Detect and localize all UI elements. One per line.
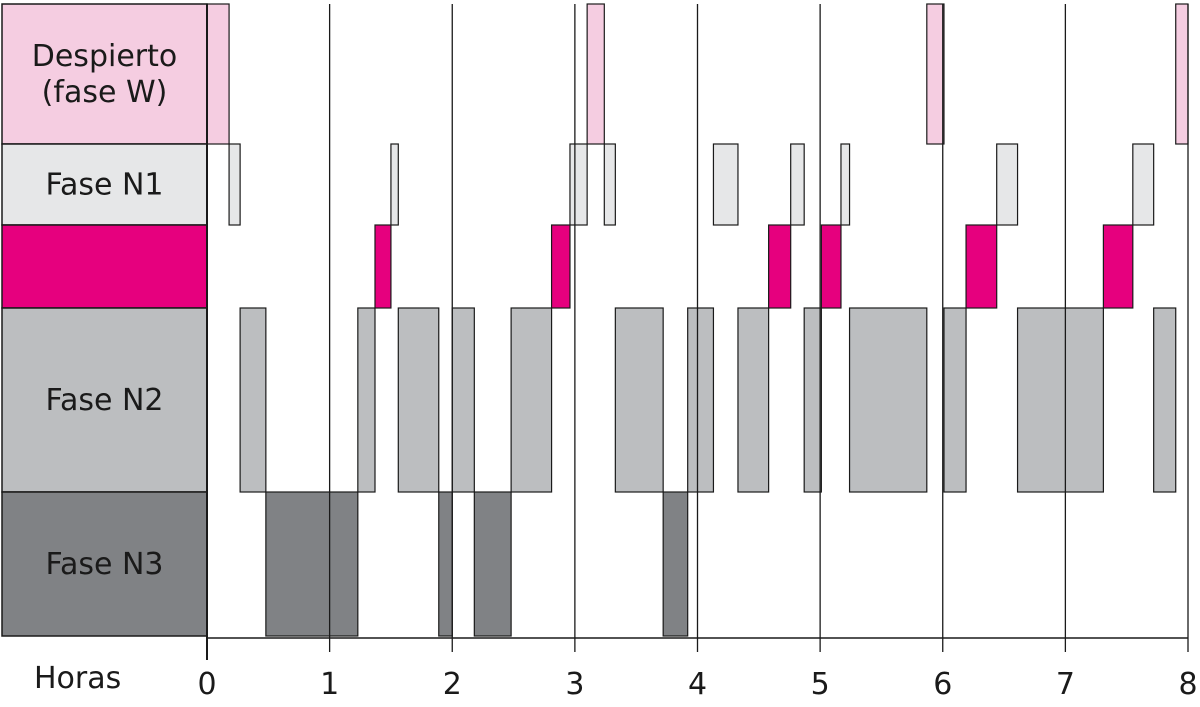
x-tick-label: 7 [1056,667,1075,702]
segment-n2 [1016,307,1104,493]
x-tick-label: 0 [197,667,216,702]
stage-label-box-n1 [1,143,208,226]
segment-n2 [737,307,770,493]
stage-label-box-w [1,3,208,145]
segment-n2 [451,307,475,493]
segment-n2 [687,307,715,493]
segment-w [206,3,230,145]
x-tick-label: 6 [933,667,952,702]
segment-n2 [1153,307,1177,493]
segment-n2 [397,307,440,493]
stage-label-n1: Fase N1 [45,168,163,203]
segment-n1 [996,143,1019,226]
segment-n2 [510,307,553,493]
segment-w [1175,3,1189,145]
hour-gridlines [206,4,1189,652]
segment-w [926,3,945,145]
segment-n1 [603,143,616,226]
stage-label-box-n3 [1,491,208,637]
segment-n1 [390,143,399,226]
stage-label-w: (fase W) [42,75,168,110]
x-tick-label: 8 [1178,667,1197,702]
segment-n2 [239,307,267,493]
segment-n3 [265,491,359,637]
segment-n2 [357,307,376,493]
segment-n1 [228,143,241,226]
x-tick-label: 3 [565,667,584,702]
segment-rem [374,224,392,309]
x-axis-title: Horas [34,661,121,696]
segment-rem [768,224,792,309]
stage-label-rem: REM [72,268,138,303]
segment-n1 [1132,143,1155,226]
x-tick-label: 5 [811,667,830,702]
x-tick-label: 1 [320,667,339,702]
segment-rem [550,224,571,309]
segment-n3 [473,491,512,637]
segment-n3 [662,491,689,637]
segment-n2 [614,307,664,493]
segment-rem [820,224,842,309]
segment-n1 [712,143,739,226]
stage-label-n2: Fase N2 [45,383,163,418]
segment-w [586,3,605,145]
segment-n1 [790,143,805,226]
stage-label-rem: Sueño [58,232,152,267]
segment-n2 [803,307,822,493]
x-tick-label: 4 [688,667,707,702]
stage-label-n3: Fase N3 [45,547,163,582]
x-tick-labels: 0 1 2 3 4 5 6 7 8 [197,667,1197,702]
segment-n1 [840,143,851,226]
segment-n2 [943,307,967,493]
segment-n1 [569,143,588,226]
segment-rem [1102,224,1134,309]
segment-rem [965,224,998,309]
stage-label-box-rem [1,224,208,309]
segment-n2 [848,307,928,493]
x-tick-label: 2 [443,667,462,702]
stage-label-box-n2 [1,307,208,493]
segment-n3 [438,491,453,637]
stage-label-w: Despierto [32,39,177,74]
